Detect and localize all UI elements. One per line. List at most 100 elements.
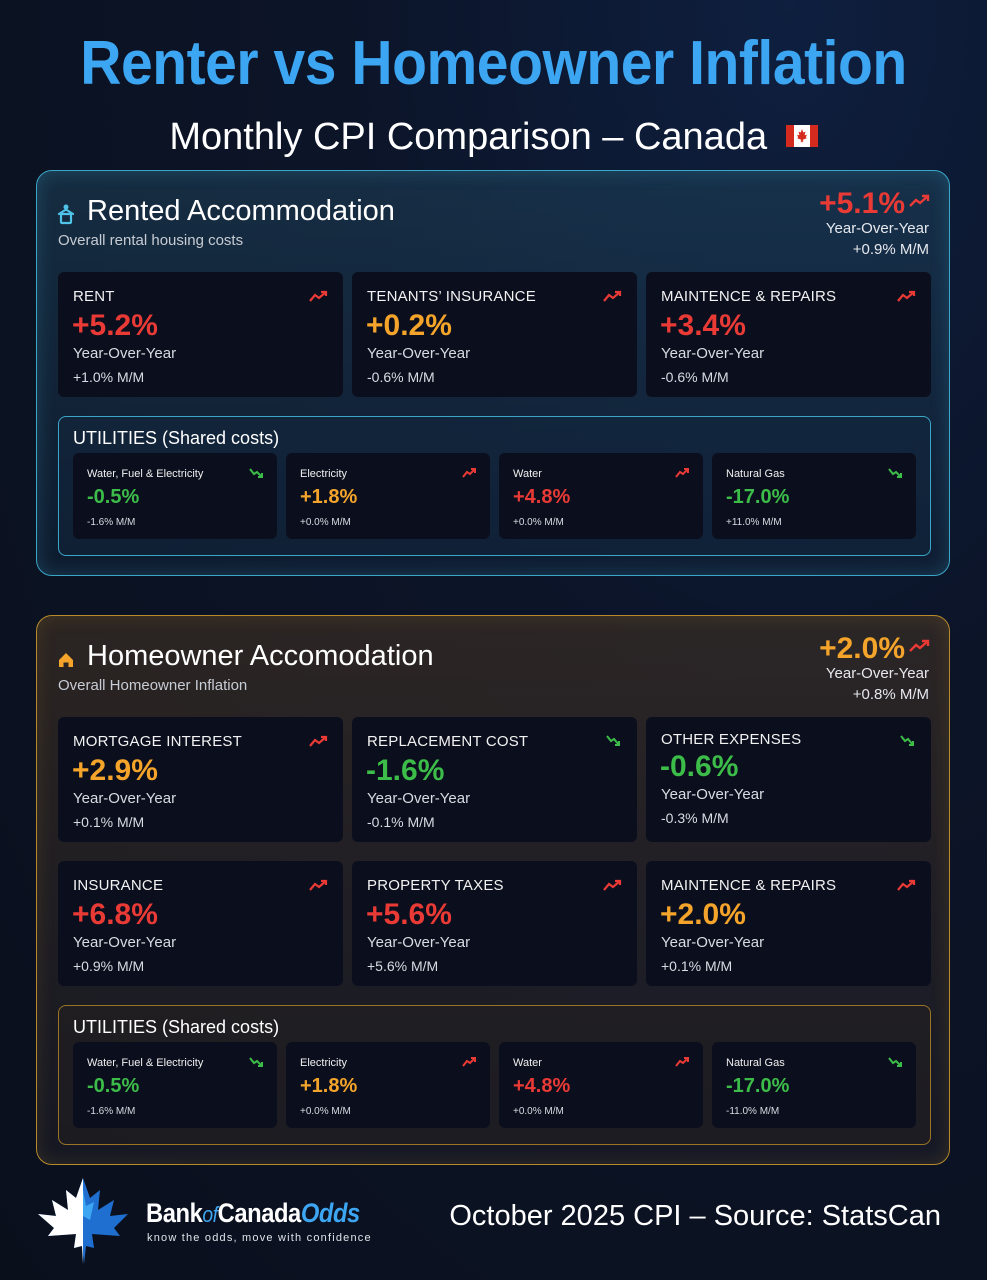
card-label: RENT: [73, 288, 115, 305]
homeowner-subtitle: Overall Homeowner Inflation: [58, 677, 248, 694]
card-yoy-label: Year-Over-Year: [73, 934, 177, 951]
card-mm: -0.1% M/M: [367, 814, 435, 830]
brand-logo-text: BankofCanadaOdds: [146, 1198, 360, 1229]
homeowner-headline-value: +2.0%: [819, 632, 905, 665]
brand-odds: Odds: [300, 1198, 360, 1228]
brand-tagline: know the odds, move with confidence: [147, 1232, 372, 1244]
card-yoy-label: Year-Over-Year: [73, 790, 177, 807]
renter-subtitle: Overall rental housing costs: [58, 232, 244, 249]
trend-up-icon: [462, 468, 476, 478]
card-mm: +1.0% M/M: [73, 369, 145, 385]
renter-utilities: UTILITIES (Shared costs) Water, Fuel & E…: [58, 416, 931, 556]
utility-electricity: Electricity +1.8% +0.0% M/M: [286, 1042, 490, 1128]
card-mm: -0.6% M/M: [367, 369, 435, 385]
card-value: -1.6%: [366, 754, 445, 787]
trend-up-icon: [603, 290, 622, 302]
utility-label: Electricity: [300, 1057, 348, 1069]
trend-down-icon: [888, 1057, 902, 1067]
canada-flag-icon: [785, 124, 818, 147]
utility-label: Electricity: [300, 468, 348, 480]
card-mortgage-interest: MORTGAGE INTEREST +2.9% Year-Over-Year +…: [58, 717, 343, 842]
utility-mm: -11.0% M/M: [726, 1106, 780, 1117]
brand-bank: Bank: [146, 1198, 203, 1228]
card-label: REPLACEMENT COST: [367, 733, 529, 750]
card-tenants-insurance: TENANTS’ INSURANCE +0.2% Year-Over-Year …: [352, 272, 637, 397]
trend-up-icon: [897, 879, 916, 891]
trend-down-icon: [249, 1057, 263, 1067]
card-value: +0.2%: [366, 309, 452, 342]
utility-value: +1.8%: [300, 1075, 358, 1097]
utility-value: -17.0%: [726, 1075, 790, 1097]
trend-down-icon: [900, 735, 914, 746]
card-yoy-label: Year-Over-Year: [661, 345, 765, 362]
card-yoy-label: Year-Over-Year: [661, 934, 765, 951]
utility-electricity: Electricity +1.8% +0.0% M/M: [286, 453, 490, 539]
card-label: OTHER EXPENSES: [661, 731, 802, 748]
card-replacement-cost: REPLACEMENT COST -1.6% Year-Over-Year -0…: [352, 717, 637, 842]
card-yoy-label: Year-Over-Year: [367, 790, 471, 807]
utility-mm: +0.0% M/M: [300, 517, 351, 528]
card-mm: +0.1% M/M: [661, 958, 733, 974]
card-label: TENANTS’ INSURANCE: [367, 288, 536, 305]
utility-natural-gas: Natural Gas -17.0% +11.0% M/M: [712, 453, 916, 539]
utility-mm: -1.6% M/M: [87, 517, 136, 528]
utility-mm: +0.0% M/M: [513, 517, 564, 528]
page-title: Renter vs Homeowner Inflation: [80, 29, 907, 98]
card-value: +2.0%: [660, 898, 746, 931]
utility-label: Natural Gas: [726, 1057, 785, 1069]
renter-mm: +0.9% M/M: [852, 241, 929, 258]
card-yoy-label: Year-Over-Year: [367, 934, 471, 951]
trend-up-icon: [675, 468, 689, 478]
card-label: INSURANCE: [73, 877, 164, 894]
utility-label: Water, Fuel & Electricity: [87, 468, 204, 480]
utility-value: -17.0%: [726, 486, 790, 508]
person-house-icon: [57, 204, 75, 225]
homeowner-title: Homeowner Accomodation: [87, 640, 434, 672]
utility-value: +4.8%: [513, 1075, 571, 1097]
card-label: MAINTENCE & REPAIRS: [661, 877, 837, 894]
brand-of: of: [202, 1202, 218, 1227]
renter-panel: Rented Accommodation Overall rental hous…: [36, 170, 950, 576]
card-insurance: INSURANCE +6.8% Year-Over-Year +0.9% M/M: [58, 861, 343, 986]
utility-water: Water +4.8% +0.0% M/M: [499, 453, 703, 539]
homeowner-yoy-label: Year-Over-Year: [825, 665, 929, 682]
page-subtitle: Monthly CPI Comparison – Canada: [0, 116, 987, 159]
brand-canada: Canada: [217, 1198, 302, 1228]
card-yoy-label: Year-Over-Year: [661, 786, 765, 803]
utility-natural-gas: Natural Gas -17.0% -11.0% M/M: [712, 1042, 916, 1128]
card-mm: -0.6% M/M: [661, 369, 729, 385]
homeowner-panel: Homeowner Accomodation Overall Homeowner…: [36, 615, 950, 1165]
utility-value: -0.5%: [87, 1075, 140, 1097]
utility-label: Natural Gas: [726, 468, 785, 480]
utilities-title: UTILITIES (Shared costs): [73, 428, 280, 448]
utilities-title: UTILITIES (Shared costs): [73, 1017, 280, 1037]
trend-up-icon: [309, 879, 328, 891]
renter-title: Rented Accommodation: [87, 195, 395, 227]
card-maintenance-repairs: MAINTENCE & REPAIRS +3.4% Year-Over-Year…: [646, 272, 931, 397]
trend-up-icon: [309, 290, 328, 302]
card-label: MAINTENCE & REPAIRS: [661, 288, 837, 305]
source-note: October 2025 CPI – Source: StatsCan: [449, 1200, 941, 1232]
card-yoy-label: Year-Over-Year: [73, 345, 177, 362]
renter-headline: +5.1%: [819, 187, 931, 221]
maple-leaf-logo-icon: [38, 1178, 128, 1264]
trend-down-icon: [606, 735, 620, 746]
card-mm: -0.3% M/M: [661, 810, 729, 826]
card-value: +3.4%: [660, 309, 746, 342]
card-other-expenses: OTHER EXPENSES -0.6% Year-Over-Year -0.3…: [646, 717, 931, 842]
card-rent: RENT +5.2% Year-Over-Year +1.0% M/M: [58, 272, 343, 397]
card-mm: +5.6% M/M: [367, 958, 439, 974]
utility-label: Water, Fuel & Electricity: [87, 1057, 204, 1069]
homeowner-utilities: UTILITIES (Shared costs) Water, Fuel & E…: [58, 1005, 931, 1145]
trend-down-icon: [249, 468, 263, 478]
trend-up-icon: [309, 735, 328, 747]
subtitle-text: Monthly CPI Comparison – Canada: [169, 116, 768, 158]
utility-label: Water: [513, 1057, 542, 1069]
utility-value: -0.5%: [87, 486, 140, 508]
homeowner-headline: +2.0%: [819, 632, 931, 666]
utility-mm: +0.0% M/M: [300, 1106, 351, 1117]
utility-mm: +0.0% M/M: [513, 1106, 564, 1117]
trend-up-icon: [909, 639, 930, 652]
utility-water-fuel-electricity: Water, Fuel & Electricity -0.5% -1.6% M/…: [73, 1042, 277, 1128]
utility-label: Water: [513, 468, 542, 480]
